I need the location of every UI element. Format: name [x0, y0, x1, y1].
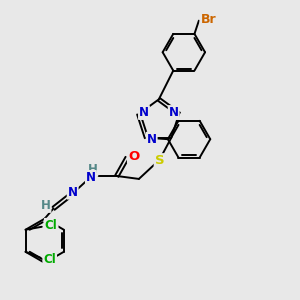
Text: O: O — [128, 150, 139, 163]
Text: N: N — [169, 106, 179, 119]
Text: N: N — [139, 106, 149, 119]
Text: N: N — [147, 133, 157, 146]
Text: Br: Br — [200, 13, 216, 26]
Text: Cl: Cl — [43, 253, 56, 266]
Text: H: H — [87, 163, 97, 176]
Text: S: S — [155, 154, 164, 167]
Text: N: N — [68, 186, 78, 199]
Text: N: N — [86, 171, 96, 184]
Text: Cl: Cl — [45, 219, 58, 232]
Text: H: H — [40, 199, 50, 212]
